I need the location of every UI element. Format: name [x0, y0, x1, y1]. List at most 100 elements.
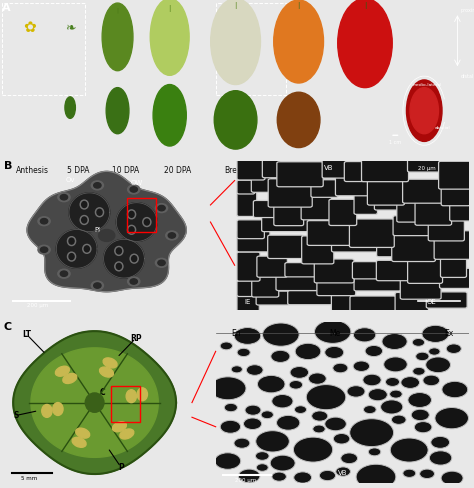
FancyBboxPatch shape [237, 190, 257, 217]
Circle shape [408, 392, 431, 407]
Text: VB: VB [337, 470, 347, 476]
Circle shape [333, 433, 350, 444]
FancyBboxPatch shape [237, 220, 264, 239]
FancyBboxPatch shape [344, 162, 365, 182]
Circle shape [431, 436, 450, 448]
Ellipse shape [115, 262, 123, 271]
Circle shape [354, 328, 376, 342]
Circle shape [312, 411, 328, 421]
Ellipse shape [410, 88, 438, 134]
Ellipse shape [42, 405, 52, 417]
FancyBboxPatch shape [274, 198, 304, 225]
Text: abaxial: abaxial [435, 126, 451, 130]
Ellipse shape [76, 428, 90, 438]
Ellipse shape [214, 91, 257, 149]
FancyBboxPatch shape [402, 179, 443, 203]
Text: VB: VB [324, 165, 333, 171]
Ellipse shape [80, 216, 88, 224]
Circle shape [244, 418, 262, 429]
Ellipse shape [116, 264, 121, 269]
FancyBboxPatch shape [354, 267, 401, 291]
Circle shape [234, 438, 250, 448]
Polygon shape [69, 193, 109, 232]
Ellipse shape [99, 229, 115, 242]
Circle shape [290, 366, 309, 378]
Ellipse shape [103, 358, 117, 368]
Circle shape [309, 373, 326, 384]
FancyBboxPatch shape [307, 221, 351, 245]
Ellipse shape [274, 0, 323, 83]
Circle shape [38, 217, 50, 225]
FancyBboxPatch shape [374, 195, 400, 210]
Polygon shape [56, 229, 97, 268]
Ellipse shape [150, 0, 189, 75]
Circle shape [166, 231, 178, 240]
Ellipse shape [80, 200, 88, 209]
Circle shape [270, 455, 295, 471]
Text: ✿: ✿ [23, 20, 36, 35]
Text: 10 DPA: 10 DPA [112, 166, 139, 175]
Circle shape [347, 386, 365, 397]
Circle shape [365, 346, 383, 357]
Text: proximal: proximal [461, 8, 474, 13]
Circle shape [40, 247, 48, 252]
FancyBboxPatch shape [450, 202, 474, 221]
Ellipse shape [337, 0, 392, 88]
Circle shape [356, 464, 396, 488]
Text: En: En [231, 328, 240, 338]
Circle shape [384, 357, 407, 372]
FancyBboxPatch shape [262, 155, 281, 178]
Circle shape [422, 325, 449, 343]
Text: LT: LT [23, 330, 32, 340]
Text: 1 cm: 1 cm [389, 141, 401, 145]
Circle shape [350, 419, 393, 447]
Text: 20 μm: 20 μm [418, 166, 436, 171]
Text: |: | [297, 1, 300, 8]
Circle shape [128, 185, 140, 194]
FancyBboxPatch shape [331, 293, 353, 311]
Polygon shape [116, 203, 157, 242]
Text: B: B [4, 161, 12, 171]
Ellipse shape [116, 248, 121, 254]
FancyBboxPatch shape [440, 253, 466, 277]
FancyBboxPatch shape [237, 231, 270, 252]
Ellipse shape [67, 237, 76, 245]
Circle shape [325, 417, 346, 431]
Polygon shape [27, 171, 186, 292]
Circle shape [215, 453, 241, 469]
Circle shape [237, 348, 250, 357]
FancyBboxPatch shape [251, 174, 272, 192]
Text: S: S [13, 411, 18, 420]
Text: |: | [168, 4, 171, 12]
Ellipse shape [115, 246, 123, 255]
Text: |: | [234, 1, 237, 8]
Ellipse shape [72, 437, 86, 447]
Circle shape [271, 350, 290, 363]
Circle shape [155, 258, 168, 267]
Circle shape [91, 281, 103, 290]
FancyBboxPatch shape [376, 260, 410, 281]
Ellipse shape [144, 219, 149, 225]
Circle shape [58, 269, 70, 278]
Circle shape [341, 453, 357, 464]
Circle shape [128, 277, 140, 286]
FancyBboxPatch shape [408, 156, 441, 172]
Ellipse shape [137, 388, 147, 401]
Text: Pl: Pl [94, 227, 100, 233]
Text: Ex: Ex [444, 328, 453, 338]
Ellipse shape [126, 390, 137, 403]
Ellipse shape [210, 0, 261, 84]
Circle shape [168, 233, 175, 238]
FancyBboxPatch shape [277, 162, 323, 187]
Circle shape [94, 183, 101, 188]
Ellipse shape [129, 227, 134, 233]
Text: 20 DPA: 20 DPA [164, 166, 191, 175]
Circle shape [325, 346, 344, 359]
Ellipse shape [69, 254, 74, 260]
Circle shape [255, 452, 269, 460]
Ellipse shape [102, 3, 133, 71]
Circle shape [263, 323, 299, 346]
Circle shape [315, 320, 351, 344]
Circle shape [256, 464, 268, 471]
Bar [127, 198, 155, 232]
